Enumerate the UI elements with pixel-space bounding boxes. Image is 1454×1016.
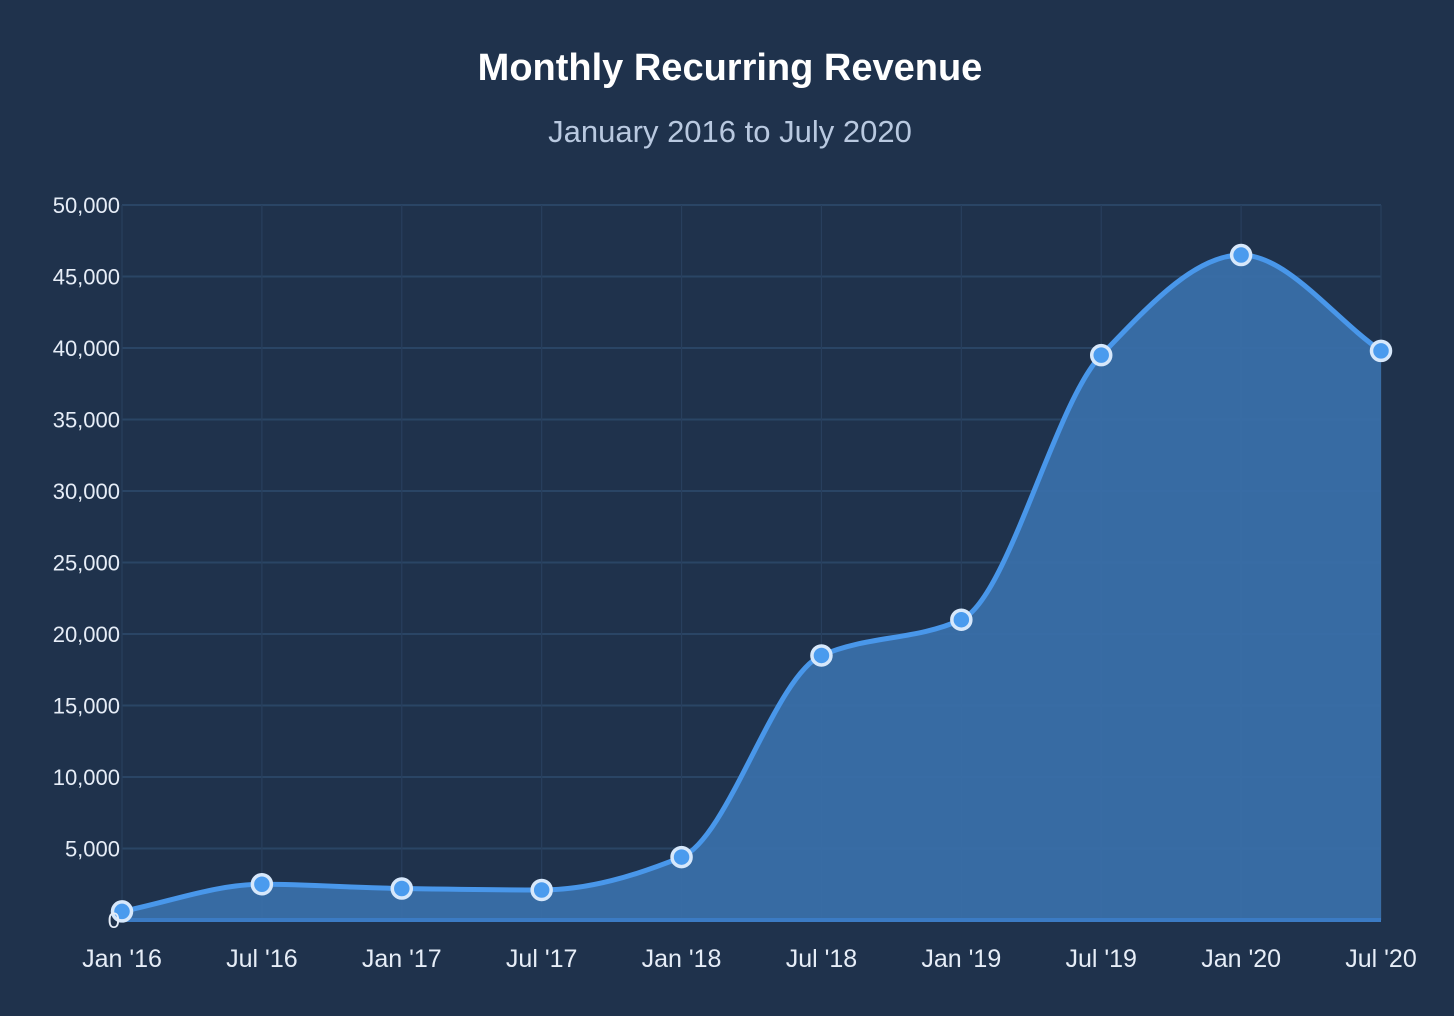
x-tick-label: Jul '19 (1065, 945, 1136, 973)
y-tick-label: 50,000 (53, 193, 120, 218)
data-point (670, 845, 693, 869)
y-tick-label: 0 (108, 908, 120, 933)
area-layer (122, 255, 1381, 922)
y-tick-label: 20,000 (53, 622, 120, 647)
x-axis: Jan '16 Jul '16 Jan '17 Jul '17 Jan '18 Jul '… (82, 945, 1417, 973)
data-point (1369, 339, 1393, 363)
line-layer (119, 252, 1384, 914)
series-area (122, 255, 1381, 921)
x-tick-label: Jan '18 (642, 945, 722, 973)
y-axis: 0 5,000 10,000 15,000 20,000 25,000 30,000 35,0… (53, 193, 120, 933)
y-tick-label: 10,000 (53, 765, 120, 790)
x-tick-label: Jul '16 (226, 945, 297, 973)
data-point (950, 608, 973, 631)
x-tick-label: Jan '17 (362, 945, 442, 973)
x-tick-label: Jan '19 (921, 945, 1001, 973)
chart-subtitle: January 2016 to July 2020 (548, 114, 912, 149)
y-tick-label: 30,000 (53, 479, 120, 504)
data-point (530, 878, 553, 902)
chart-title: Monthly Recurring Revenue (478, 47, 983, 89)
x-tick-label: Jul '20 (1345, 945, 1416, 973)
data-point (1089, 343, 1113, 367)
data-point (390, 877, 414, 900)
x-tick-label: Jan '16 (82, 945, 162, 973)
x-tick-label: Jan '20 (1201, 945, 1281, 973)
y-tick-label: 15,000 (53, 694, 120, 719)
data-point (810, 644, 833, 667)
data-point (110, 900, 134, 923)
x-tick-label: Jul '18 (786, 945, 857, 973)
data-point (1229, 243, 1253, 267)
data-point (250, 873, 274, 896)
data-points (110, 243, 1393, 923)
y-tick-label: 35,000 (53, 408, 120, 433)
y-tick-label: 45,000 (53, 265, 120, 290)
series-line (119, 252, 1384, 914)
y-tick-label: 40,000 (53, 336, 120, 361)
x-tick-label: Jul '17 (506, 945, 577, 973)
y-tick-label: 5,000 (65, 837, 120, 862)
y-tick-label: 25,000 (53, 551, 120, 576)
